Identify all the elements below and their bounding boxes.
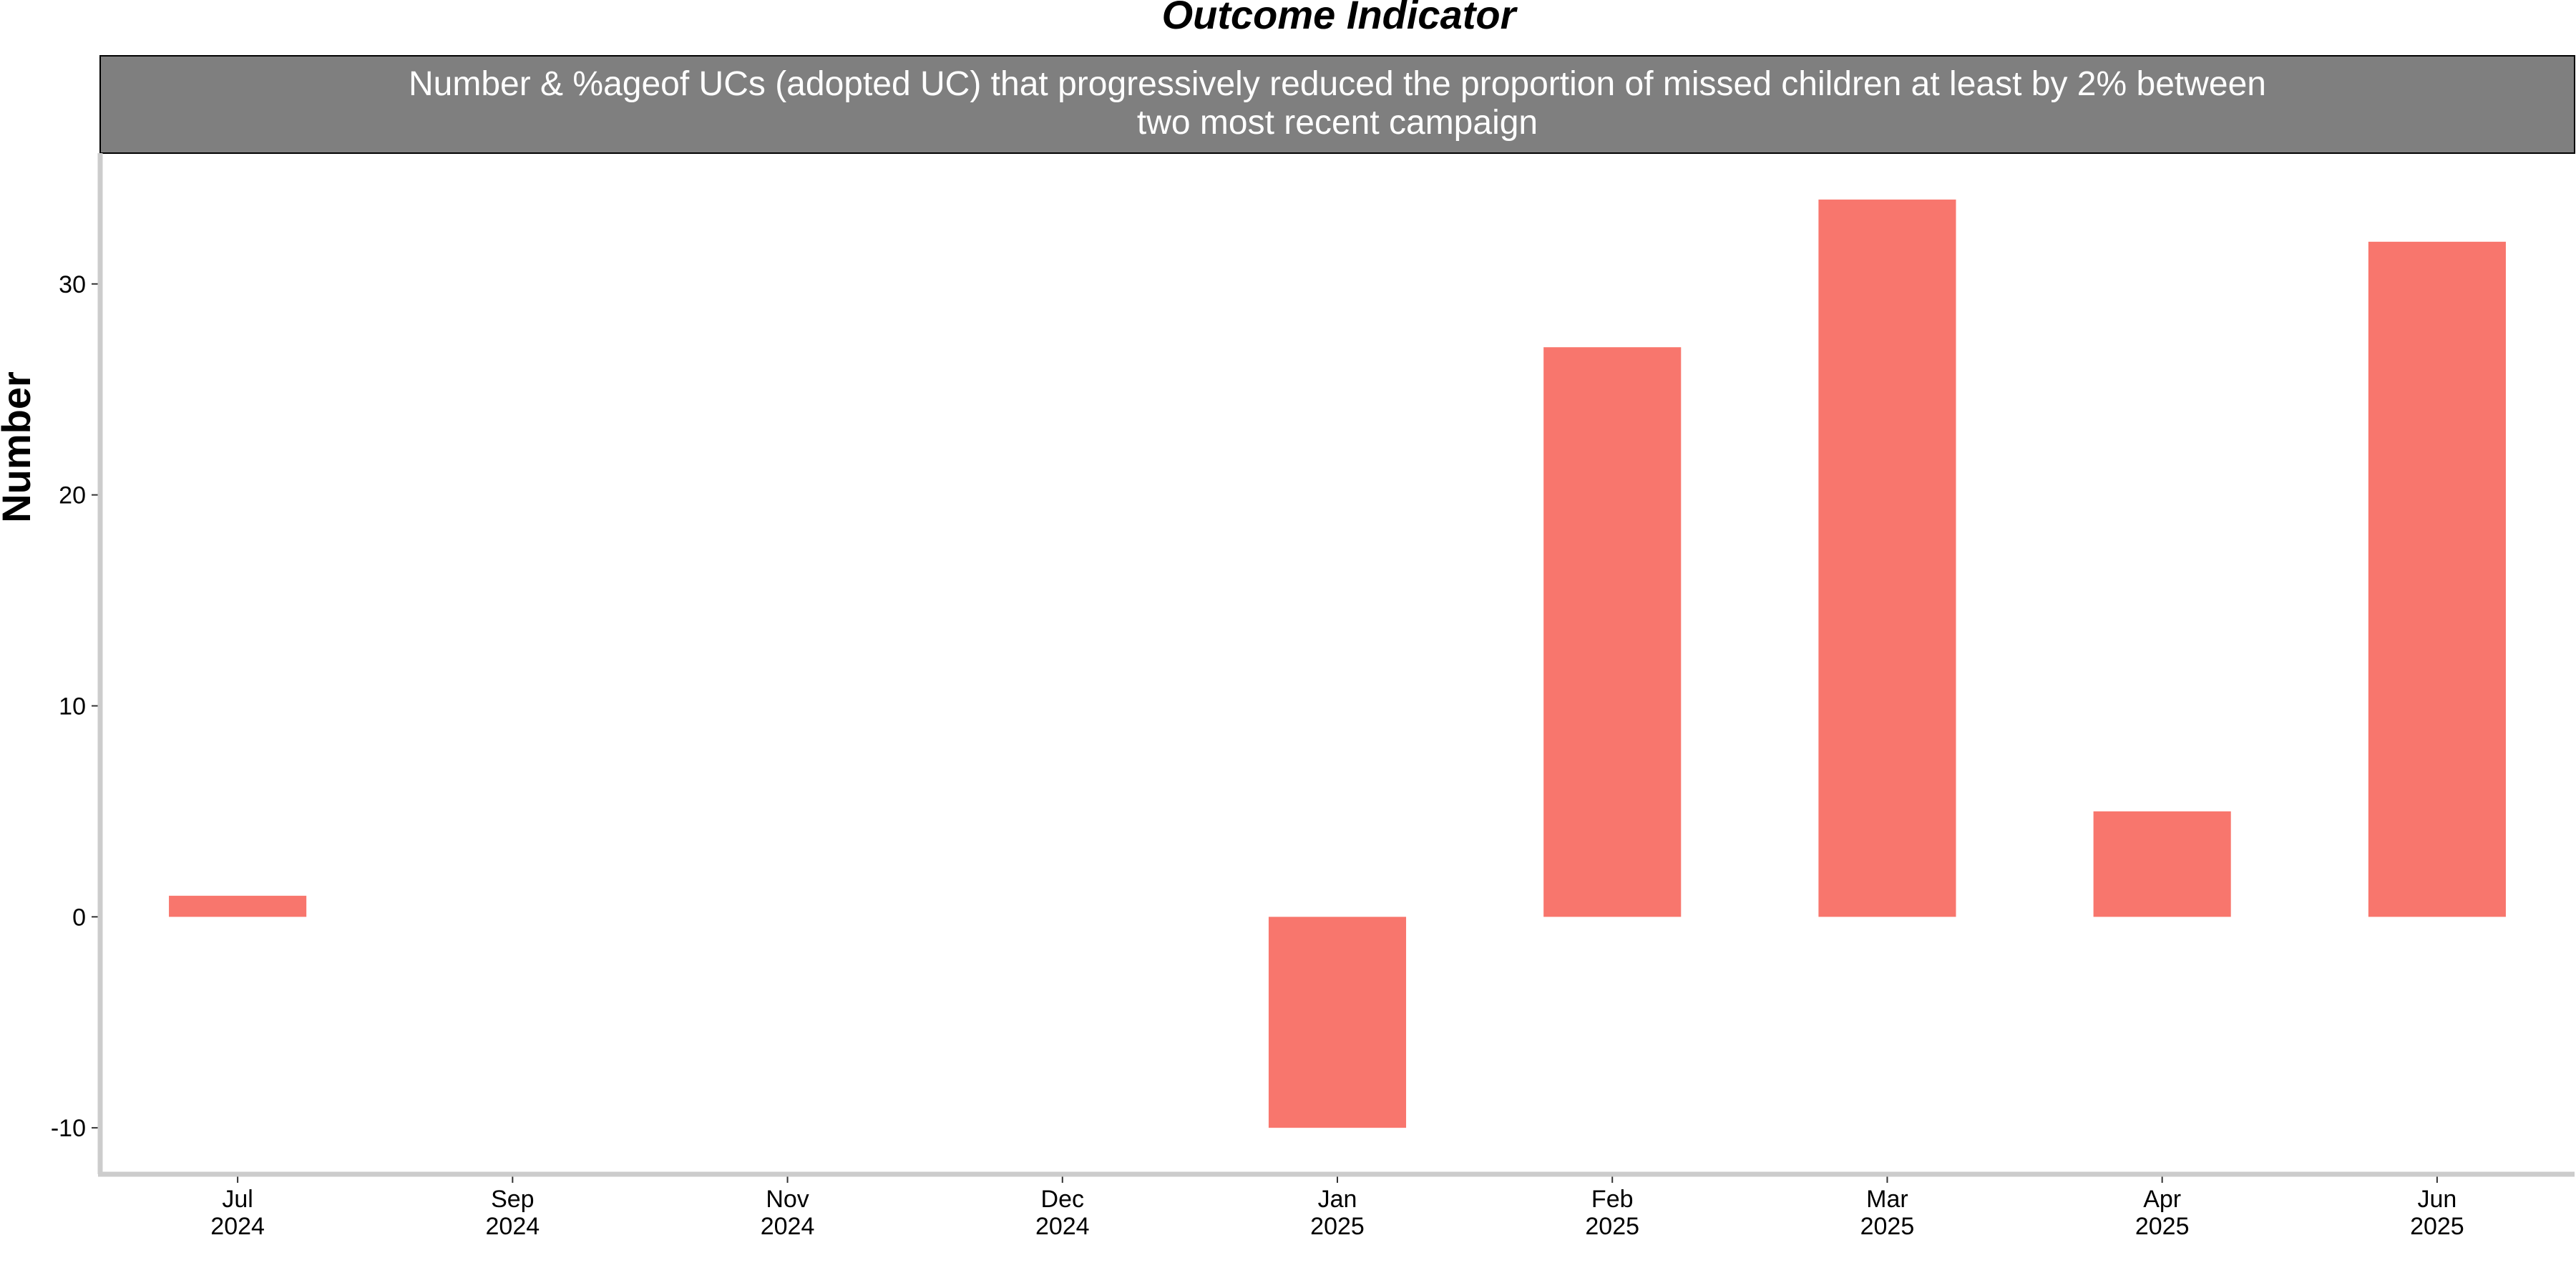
x-tick-label-month: Feb <box>1591 1186 1634 1213</box>
x-tick-label-year: 2025 <box>1310 1213 1365 1240</box>
x-tick-label-month: Jun <box>2417 1186 2457 1213</box>
bar-jun-2025 <box>2368 241 2506 917</box>
chart-title: Outcome Indicator <box>1162 0 1518 37</box>
x-tick-label-year: 2024 <box>1035 1213 1090 1240</box>
y-axis-label: Number <box>0 371 39 523</box>
bar-jan-2025 <box>1268 917 1407 1128</box>
x-tick-label-year: 2025 <box>1585 1213 1639 1240</box>
bar-mar-2025 <box>1818 199 1956 917</box>
bar-apr-2025 <box>2093 811 2231 917</box>
y-tick-label: 10 <box>59 693 86 720</box>
x-tick-label-year: 2025 <box>2410 1213 2464 1240</box>
x-tick-label-month: Dec <box>1041 1186 1084 1213</box>
x-tick-label-year: 2024 <box>486 1213 540 1240</box>
x-tick-label-month: Sep <box>491 1186 535 1213</box>
y-tick-label: -10 <box>51 1115 86 1142</box>
x-tick-label-month: Jan <box>1318 1186 1357 1213</box>
x-tick-label-month: Jul <box>222 1186 253 1213</box>
strip-label-line-1: Number & %ageof UCs (adopted UC) that pr… <box>409 65 2266 103</box>
bar-feb-2025 <box>1543 347 1682 917</box>
x-tick-label-month: Mar <box>1866 1186 1908 1213</box>
x-tick-label-year: 2024 <box>761 1213 815 1240</box>
strip-label-line-2: two most recent campaign <box>1137 104 1538 142</box>
bars-group <box>169 199 2506 1128</box>
strip-background <box>99 55 2575 154</box>
bar-jul-2024 <box>169 895 307 917</box>
y-tick-label: 30 <box>59 271 86 298</box>
facet-strip: Number & %ageof UCs (adopted UC) that pr… <box>99 55 2575 154</box>
x-tick-label-month: Apr <box>2143 1186 2181 1213</box>
y-axis-ticks: -10 0 10 20 30 <box>51 271 98 1142</box>
y-tick-label: 0 <box>72 904 86 931</box>
x-tick-label-year: 2024 <box>210 1213 265 1240</box>
y-tick-label: 20 <box>59 482 86 509</box>
x-tick-label-year: 2025 <box>1860 1213 1915 1240</box>
x-axis-ticks: Jul2024Sep2024Nov2024Dec2024Jan2025Feb20… <box>210 1176 2464 1240</box>
x-tick-label-year: 2025 <box>2135 1213 2190 1240</box>
x-tick-label-month: Nov <box>766 1186 809 1213</box>
